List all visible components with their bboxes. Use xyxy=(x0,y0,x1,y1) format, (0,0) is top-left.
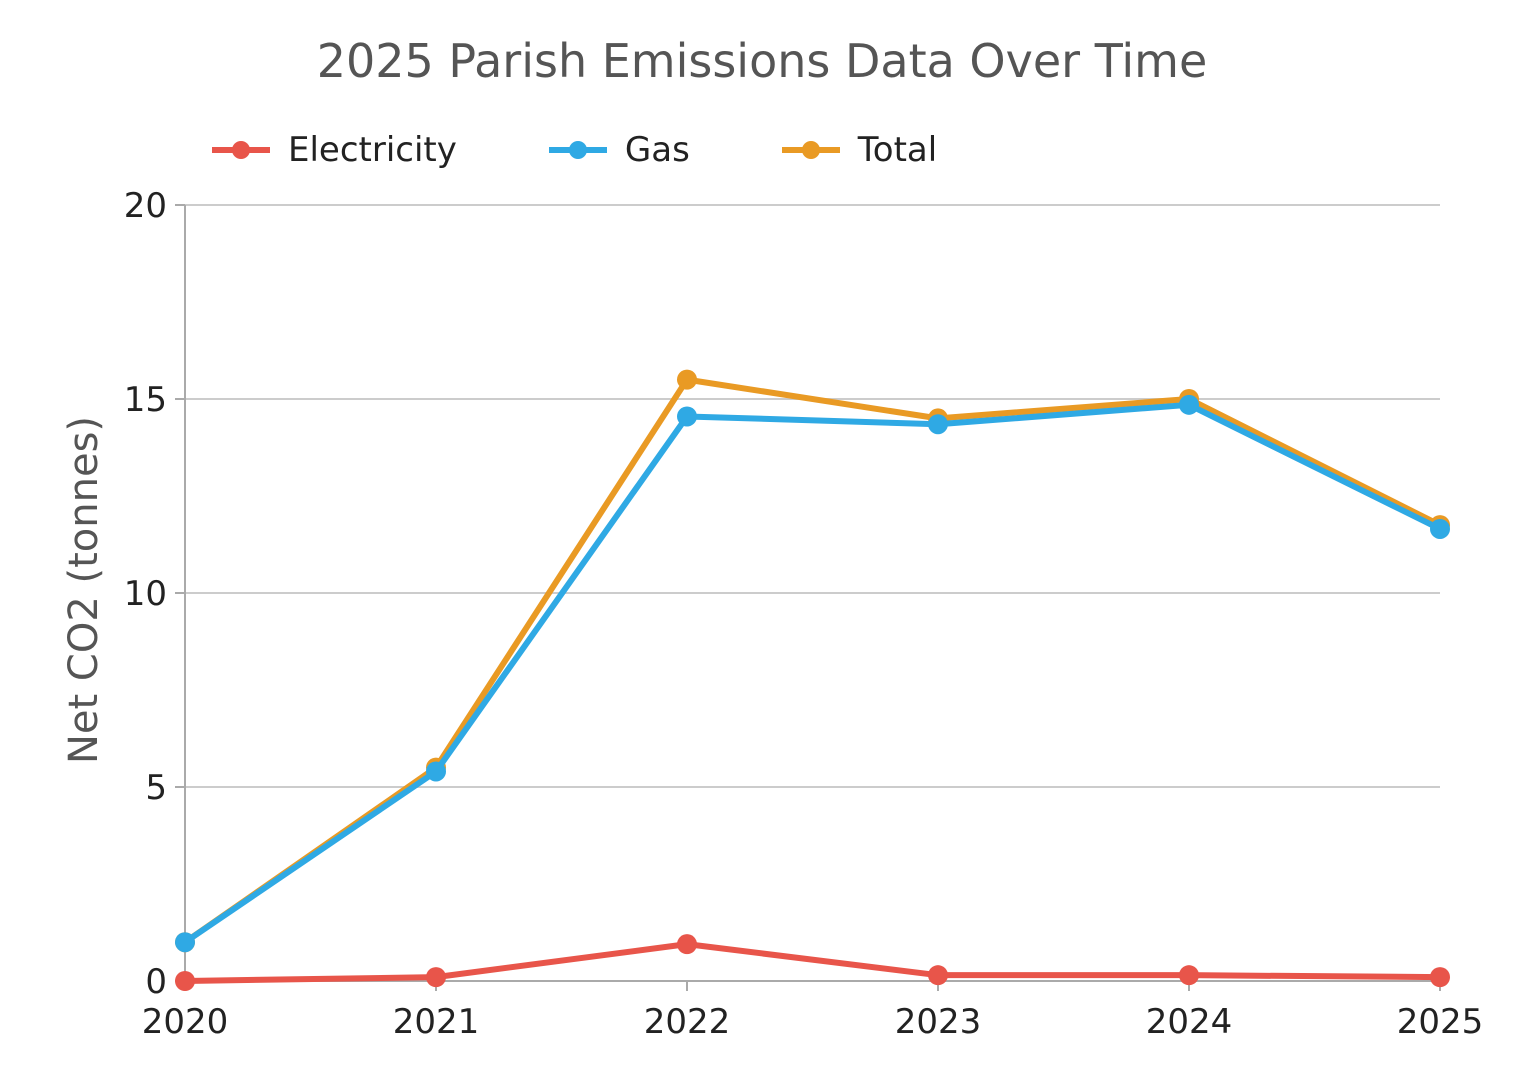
legend: Electricity Gas Total xyxy=(210,128,1027,172)
y-tick-label-20: 20 xyxy=(124,186,167,226)
legend-marker-total xyxy=(781,141,840,159)
x-tick-label-2020: 2020 xyxy=(142,1002,229,1042)
data-point-gas-2022 xyxy=(677,406,697,427)
y-tick-label-0: 0 xyxy=(145,962,167,1002)
legend-label-gas: Gas xyxy=(624,130,690,170)
data-point-electricity-2022 xyxy=(677,934,697,955)
series-line-electricity xyxy=(184,941,1441,984)
legend-item-total[interactable]: Total xyxy=(780,130,937,170)
data-point-electricity-2021 xyxy=(426,967,446,988)
legend-item-electricity[interactable]: Electricity xyxy=(210,130,457,170)
legend-marker-electricity xyxy=(212,141,270,159)
x-tick-label-2022: 2022 xyxy=(644,1002,731,1042)
data-point-electricity-2020 xyxy=(175,971,195,991)
y-tick-label-15: 15 xyxy=(124,380,167,420)
chart-title: 2025 Parish Emissions Data Over Time xyxy=(316,34,1208,88)
x-tick-label-2025: 2025 xyxy=(1397,1002,1484,1042)
x-tick-label-2023: 2023 xyxy=(895,1002,982,1042)
data-point-gas-2020 xyxy=(175,932,195,953)
x-tick-label-2024: 2024 xyxy=(1146,1002,1233,1042)
legend-item-gas[interactable]: Gas xyxy=(547,130,690,170)
x-tick-label-2021: 2021 xyxy=(393,1002,480,1042)
series-line-total xyxy=(183,376,1442,945)
series-line-gas xyxy=(183,401,1442,945)
data-point-gas-2021 xyxy=(426,761,446,782)
data-point-gas-2023 xyxy=(928,414,948,435)
data-point-electricity-2023 xyxy=(928,965,948,986)
legend-label-total: Total xyxy=(857,130,938,170)
y-tick-label-10: 10 xyxy=(124,574,167,614)
legend-marker-gas xyxy=(548,141,607,159)
data-point-electricity-2025 xyxy=(1430,967,1450,988)
data-point-total-2022 xyxy=(677,369,697,390)
y-tick-label-5: 5 xyxy=(145,768,167,808)
legend-label-electricity: Electricity xyxy=(288,130,457,170)
data-point-gas-2024 xyxy=(1179,394,1199,415)
data-point-gas-2025 xyxy=(1430,518,1450,539)
data-point-electricity-2024 xyxy=(1179,965,1199,986)
